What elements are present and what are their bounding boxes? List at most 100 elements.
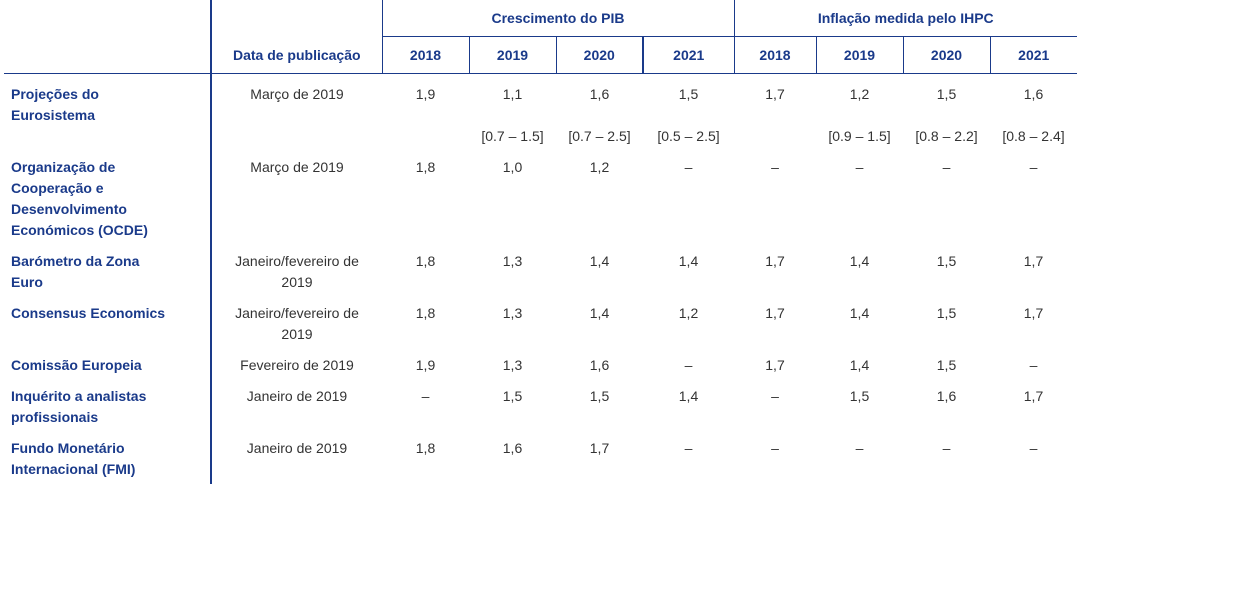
value-gdp-2019: 1,3 — [502, 357, 523, 373]
value-hicp-2021: 1,7 — [1023, 305, 1044, 321]
row-label-text: Barómetro da Zona Euro — [11, 253, 140, 290]
table-row: Comissão Europeia Fevereiro de 2019 1,9 1,3… — [4, 345, 1077, 376]
header-label-cell — [4, 36, 211, 74]
publication-date — [210, 126, 382, 147]
row-label: Organização de Cooperação e Desenvolvime… — [4, 147, 211, 241]
value-hicp-2021: [0.8 – 2.4] — [1002, 128, 1065, 144]
publication-date-text: Março de 2019 — [250, 86, 344, 102]
value-hicp-2018 — [734, 126, 816, 147]
value-gdp-2018: 1,8 — [415, 253, 436, 269]
table-row-ranges: [0.7 – 1.5] [0.7 – 2.5] [0.5 – 2.5] [0.9 – … — [4, 126, 1077, 147]
value-hicp-2020: 1,5 — [936, 253, 957, 269]
value-gdp-2018: 1,9 — [415, 86, 436, 102]
value-gdp-2018: 1,8 — [415, 440, 436, 456]
row-label-text: Projeções do Eurosistema — [11, 86, 99, 123]
publication-date: Janeiro de 2019 — [210, 376, 382, 428]
year-header-hicp-2021: 2021 — [989, 36, 1077, 74]
value-gdp-2020: [0.7 – 2.5] — [568, 128, 631, 144]
value-hicp-2021: – — [1029, 357, 1038, 373]
row-label-text: Comissão Europeia — [11, 357, 142, 373]
value-hicp-2021: – — [1029, 159, 1038, 175]
value-hicp-2021: 1,7 — [1023, 253, 1044, 269]
table-row: Organização de Cooperação e Desenvolvime… — [4, 147, 1077, 241]
value-gdp-2018: 1,8 — [415, 305, 436, 321]
year-header-gdp-2021: 2021 — [642, 36, 734, 74]
group-header-gdp: Crescimento do PIB — [381, 0, 734, 37]
value-gdp-2021: [0.5 – 2.5] — [657, 128, 720, 144]
value-hicp-2019: 1,4 — [849, 357, 870, 373]
publication-date-text: Fevereiro de 2019 — [240, 357, 354, 373]
value-gdp-2020: 1,5 — [589, 388, 610, 404]
value-gdp-2018: 1,9 — [415, 357, 436, 373]
value-hicp-2019: – — [855, 440, 864, 456]
value-hicp-2020: 1,5 — [936, 357, 957, 373]
year-header-hicp-2018: 2018 — [733, 36, 816, 74]
value-gdp-2020: 1,4 — [589, 253, 610, 269]
value-gdp-2020: 1,2 — [589, 159, 610, 175]
value-hicp-2018: – — [771, 388, 779, 404]
value-hicp-2021: – — [1029, 440, 1038, 456]
value-hicp-2019: 1,4 — [849, 253, 870, 269]
year-header-gdp-2018: 2018 — [381, 36, 469, 74]
row-label-text: Inquérito a analistas profissionais — [11, 388, 147, 425]
value-hicp-2019: [0.9 – 1.5] — [828, 128, 891, 144]
value-hicp-2018: – — [771, 159, 779, 175]
table-row: Projeções do Eurosistema Março de 2019 1,9… — [4, 73, 1077, 127]
row-label: Consensus Economics — [4, 293, 211, 345]
header-blank-date — [210, 0, 382, 37]
value-hicp-2019: 1,2 — [849, 86, 870, 102]
value-hicp-2020: 1,5 — [936, 86, 957, 102]
row-label-text: Consensus Economics — [11, 305, 166, 321]
table-body: Projeções do Eurosistema Março de 2019 1,9… — [4, 73, 1077, 484]
value-gdp-2019: 1,3 — [502, 253, 523, 269]
value-gdp-2018: – — [421, 388, 430, 404]
value-gdp-2021: 1,4 — [678, 253, 699, 269]
value-gdp-2021: 1,2 — [678, 305, 699, 321]
value-hicp-2019: – — [855, 159, 864, 175]
publication-date-text: Janeiro/fevereiro de 2019 — [235, 305, 359, 342]
value-gdp-2021: 1,4 — [678, 388, 699, 404]
year-header-hicp-2020: 2020 — [902, 36, 990, 74]
value-hicp-2018: 1,7 — [765, 253, 785, 269]
row-label: Fundo Monetário Internacional (FMI) — [4, 428, 211, 484]
date-column-header: Data de publicação — [210, 36, 382, 74]
value-hicp-2021: 1,6 — [1023, 86, 1044, 102]
value-hicp-2020: [0.8 – 2.2] — [915, 128, 978, 144]
table-row: Inquérito a analistas profissionais Janei… — [4, 376, 1077, 428]
row-label: Barómetro da Zona Euro — [4, 241, 211, 293]
publication-date-text: Janeiro/fevereiro de 2019 — [235, 253, 359, 290]
publication-date: Janeiro/fevereiro de 2019 — [210, 293, 382, 345]
forecast-table-container: Crescimento do PIB Inflação medida pelo … — [4, 0, 1077, 484]
value-hicp-2019: 1,5 — [849, 388, 870, 404]
value-hicp-2020: 1,6 — [936, 388, 957, 404]
value-hicp-2021: 1,7 — [1023, 388, 1044, 404]
row-label-text: Organização de Cooperação e Desenvolvime… — [11, 159, 148, 238]
table-row: Barómetro da Zona Euro Janeiro/fevereiro … — [4, 241, 1077, 293]
value-gdp-2019: 1,5 — [502, 388, 523, 404]
value-gdp-2020: 1,6 — [589, 357, 610, 373]
header-blank — [4, 0, 211, 37]
row-label: Projeções do Eurosistema — [4, 74, 211, 127]
table-row: Fundo Monetário Internacional (FMI) Janei… — [4, 428, 1077, 484]
year-header-hicp-2019: 2019 — [815, 36, 903, 74]
value-hicp-2020: – — [942, 159, 951, 175]
value-gdp-2019: 1,1 — [502, 86, 523, 102]
value-hicp-2018: 1,7 — [765, 305, 785, 321]
value-gdp-2019: 1,0 — [502, 159, 523, 175]
value-gdp-2018: 1,8 — [415, 159, 436, 175]
year-header-gdp-2020: 2020 — [555, 36, 643, 74]
row-label: Inquérito a analistas profissionais — [4, 376, 211, 428]
row-label — [4, 126, 211, 147]
publication-date: Fevereiro de 2019 — [210, 345, 382, 376]
publication-date-text: Janeiro de 2019 — [246, 388, 348, 404]
value-gdp-2021: – — [684, 357, 693, 373]
value-hicp-2020: 1,5 — [936, 305, 957, 321]
group-header-hicp: Inflação medida pelo IHPC — [733, 0, 1077, 37]
publication-date: Janeiro/fevereiro de 2019 — [210, 241, 382, 293]
publication-date: Março de 2019 — [210, 73, 382, 126]
value-gdp-2021: – — [684, 159, 693, 175]
row-label-text: Fundo Monetário Internacional (FMI) — [11, 440, 136, 477]
value-gdp-2020: 1,6 — [589, 86, 610, 102]
forecast-table: Crescimento do PIB Inflação medida pelo … — [4, 0, 1077, 484]
value-hicp-2018: 1,7 — [765, 357, 785, 373]
